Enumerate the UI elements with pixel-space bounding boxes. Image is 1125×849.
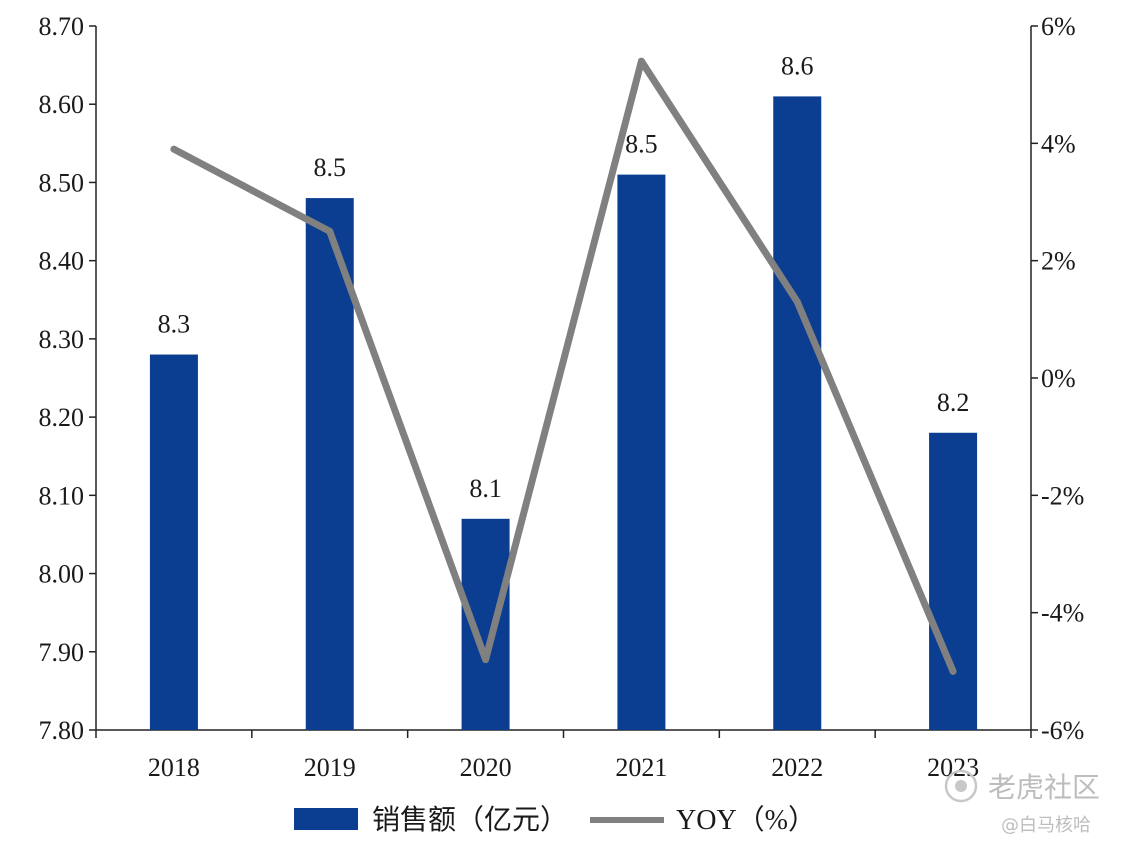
x-tick-label: 2023 [927,753,979,782]
left-axis: 7.80 7.90 8.00 8.10 8.20 8.30 8.40 8.50 8.60 8.70 [39,12,97,745]
yoy-point [793,298,801,306]
left-tick-label: 8.60 [39,90,85,119]
right-axis: -6% -4% -2% 0% 2% 4% 6% [1030,12,1084,745]
left-tick-label: 8.20 [39,403,85,432]
sales-bar [929,432,978,730]
sales-bar-label: 8.2 [937,388,970,417]
right-tick-label: 6% [1041,12,1076,41]
right-tick-label: -4% [1041,599,1084,628]
yoy-line-series [170,57,957,675]
yoy-line [170,57,957,675]
yoy-point [326,227,334,235]
legend: 销售额（亿元） YOY（%） [294,804,816,836]
right-tick-label: 0% [1041,364,1076,393]
x-tick-label: 2021 [615,753,667,782]
legend-label-yoy: YOY（%） [676,804,816,836]
left-tick-label: 8.30 [39,325,85,354]
x-tick-label: 2022 [771,753,823,782]
x-tick-label: 2020 [460,753,512,782]
sales-bar [773,96,822,730]
right-tick-label: -6% [1041,716,1084,745]
yoy-point [482,656,490,664]
sales-bar [461,518,510,730]
left-tick-label: 8.70 [39,12,85,41]
x-axis: 2018 2019 2020 2021 2022 2023 [95,729,1032,782]
left-tick-label: 8.40 [39,247,85,276]
sales-bar [149,354,198,730]
right-tick-label: 4% [1041,129,1076,158]
right-tick-label: 2% [1041,247,1076,276]
watermark-logo-icon [944,769,978,803]
right-tick-label: -2% [1041,481,1084,510]
bar-data-labels: 8.3 8.5 8.1 8.5 8.6 8.2 [158,51,970,502]
yoy-point [170,145,178,153]
sales-bar-label: 8.5 [625,130,658,159]
legend-label-sales: 销售额（亿元） [372,804,568,836]
watermark-handle: @白马核哈 [1001,815,1091,836]
left-tick-label: 8.10 [39,481,85,510]
watermark-title: 老虎社区 [988,771,1100,804]
left-tick-label: 7.90 [39,638,85,667]
x-tick-label: 2019 [304,753,356,782]
left-tick-label: 7.80 [39,716,85,745]
legend-swatch-sales [294,808,358,830]
sales-bar [305,198,354,731]
sales-bar-label: 8.3 [158,310,191,339]
left-tick-label: 8.50 [39,168,85,197]
sales-bar-label: 8.5 [314,153,347,182]
x-tick-label: 2018 [148,753,200,782]
left-tick-label: 8.00 [39,560,85,589]
watermark-logo-dot-icon [955,780,967,792]
yoy-point [949,667,957,675]
sales-bar-label: 8.1 [469,474,502,503]
sales-bar [617,174,666,731]
yoy-point [637,57,645,65]
watermark: 老虎社区 @白马核哈 [944,769,1100,836]
bar-series [149,96,978,731]
sales-bar-label: 8.6 [781,51,814,80]
